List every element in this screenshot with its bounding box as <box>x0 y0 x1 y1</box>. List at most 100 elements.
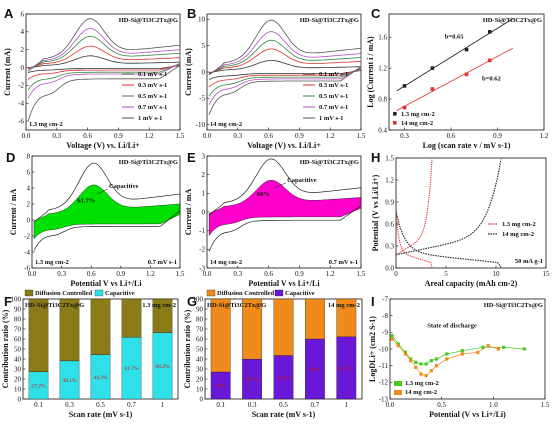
data-point <box>403 352 408 356</box>
legend-label: Capacitive <box>285 290 315 297</box>
y-tick-label: -4 <box>24 248 30 256</box>
panel-letter: H <box>371 150 380 165</box>
y-tick-label: 0 <box>18 395 22 403</box>
y-tick-label: 6 <box>21 10 25 18</box>
panel-A: 0.0 0.3 0.6 0.9 1.2 1.5 -6 -4 -2 0 2 4 6 Voltage (V) … <box>3 6 185 150</box>
y-axis-label: Current (mA) <box>3 48 12 96</box>
y-axis-label: Contribution ratio (%) <box>1 309 10 388</box>
data-point <box>445 352 449 356</box>
plot-frame <box>388 13 545 131</box>
x-tick-label: 0.7 <box>311 401 320 409</box>
y-tick-label: 0.6 <box>385 220 394 228</box>
data-point <box>481 345 485 349</box>
data-point <box>409 357 413 361</box>
panel-B: 0.0 0.3 0.6 0.9 1.2 1.5 -10 -5 0 5 10 Voltage (V) v… <box>184 6 366 150</box>
legend-label: 1 mV s-1 <box>138 115 162 122</box>
x-tick-label: 0.1 <box>34 401 43 409</box>
x-tick-label: 1.5 <box>541 401 550 409</box>
y-tick-label: 10 <box>196 385 204 393</box>
data-point <box>434 364 439 368</box>
y-tick-label: 0.3 <box>385 242 394 250</box>
panel-letter: F <box>4 294 12 309</box>
legend-label: 14 mg cm-2 <box>405 389 437 396</box>
x-tick-label: 0.3 <box>248 401 257 409</box>
y-tick-label: 70 <box>196 325 204 333</box>
y-tick-label: -2 <box>24 232 30 240</box>
y-axis-label: Current / mA <box>9 189 18 236</box>
diffusion-bar <box>152 298 173 333</box>
loading-label: 1.3 mg cm-2 <box>29 121 63 128</box>
x-tick-label: 0.9 <box>295 132 304 140</box>
y-tick-label: 60 <box>14 335 22 343</box>
y-tick-label: 4 <box>21 28 25 36</box>
diffusion-bar <box>273 298 294 356</box>
y-tick-label: 50 <box>196 345 204 353</box>
loading-label: 1.3 mg cm-2 <box>142 302 176 309</box>
x-tick-label: 0.3 <box>233 270 242 278</box>
y-tick-label: -2 <box>199 246 205 254</box>
x-tick-label: 1.2 <box>145 132 154 140</box>
legend-label: 14 mg cm-2 <box>401 120 433 127</box>
panel-G: 0.1 0.3 0.5 0.7 10102030405060708090100Scan … <box>183 289 363 419</box>
y-tick-label: -13 <box>379 395 389 403</box>
legend-label: 1.3 mg cm-2 <box>502 221 536 228</box>
fit-line <box>396 47 514 111</box>
y-tick-label: -2 <box>18 82 24 90</box>
diffusion-bar <box>59 298 80 362</box>
slope-label: b=0.62 <box>482 76 501 83</box>
diffusion-bar <box>242 298 262 360</box>
sample-label: HD-Si@Ti3C2Tx@G <box>300 159 359 166</box>
data-point <box>460 349 464 353</box>
data-point <box>445 357 449 361</box>
bar-value-label: 43.5% <box>276 375 291 381</box>
y-tick-label: -6 <box>18 117 24 125</box>
x-tick-label: 1.5 <box>357 270 366 278</box>
discharge-curve <box>395 211 433 268</box>
legend-swatch <box>24 289 34 297</box>
loading-label: 14 mg cm-2 <box>328 302 360 309</box>
x-tick-label: 0.0 <box>203 132 212 140</box>
y-tick-label: 1.2 <box>385 176 394 184</box>
y-tick-label: -7 <box>382 295 388 303</box>
diffusion-bar <box>210 298 231 373</box>
x-tick-label: 0.0 <box>203 270 212 278</box>
y-tick-label: -10 <box>196 121 206 129</box>
capacitive-area <box>208 179 362 237</box>
data-point <box>424 374 428 378</box>
x-tick-label: 0.6 <box>264 132 273 140</box>
y-tick-label: 6 <box>27 168 31 176</box>
y-tick-label: 0 <box>202 68 206 76</box>
x-tick-label: 1.2 <box>326 132 335 140</box>
y-tick-label: 20 <box>196 375 204 383</box>
panel-letter: B <box>187 6 196 21</box>
y-axis-label: LogDLi+ (cm2 S-1) <box>368 316 377 382</box>
x-tick-label: 15 <box>543 270 551 278</box>
scan-rate-label: 0.7 mV s-1 <box>329 259 358 266</box>
legend-swatch <box>394 381 402 386</box>
loading-label: 1.3 mg cm-2 <box>35 259 69 266</box>
y-tick-label: 30 <box>196 365 204 373</box>
x-tick-label: 0.3 <box>400 132 409 140</box>
y-axis-label: Current (mA) <box>184 48 193 96</box>
legend-swatch <box>274 289 284 297</box>
x-tick-label: 0.7 <box>127 401 136 409</box>
legend-label: 0.3 mV s-1 <box>138 82 167 89</box>
panel-letter: G <box>187 294 197 309</box>
data-point <box>424 362 428 366</box>
x-axis-label: Areal capacity (mAh cm-2) <box>425 279 518 288</box>
bar-value-label: 61.7% <box>124 366 139 372</box>
y-tick-label: 0 <box>200 395 204 403</box>
legend-label: Capacitive <box>105 290 135 297</box>
data-point <box>396 342 400 346</box>
panel-letter: I <box>371 294 375 309</box>
x-tick-label: 0.3 <box>52 132 61 140</box>
x-axis-label: Scan rate (mV s-1) <box>252 410 316 419</box>
y-tick-label: 0 <box>21 64 25 72</box>
legend-label: 0.3 mV s-1 <box>319 82 348 89</box>
legend-label: Diffusion Controlled <box>217 290 275 297</box>
y-tick-label: 3 <box>202 152 206 160</box>
y-tick-label: -3 <box>199 264 205 272</box>
x-tick-label: 0.9 <box>114 132 123 140</box>
total-cv-curve <box>33 162 181 251</box>
